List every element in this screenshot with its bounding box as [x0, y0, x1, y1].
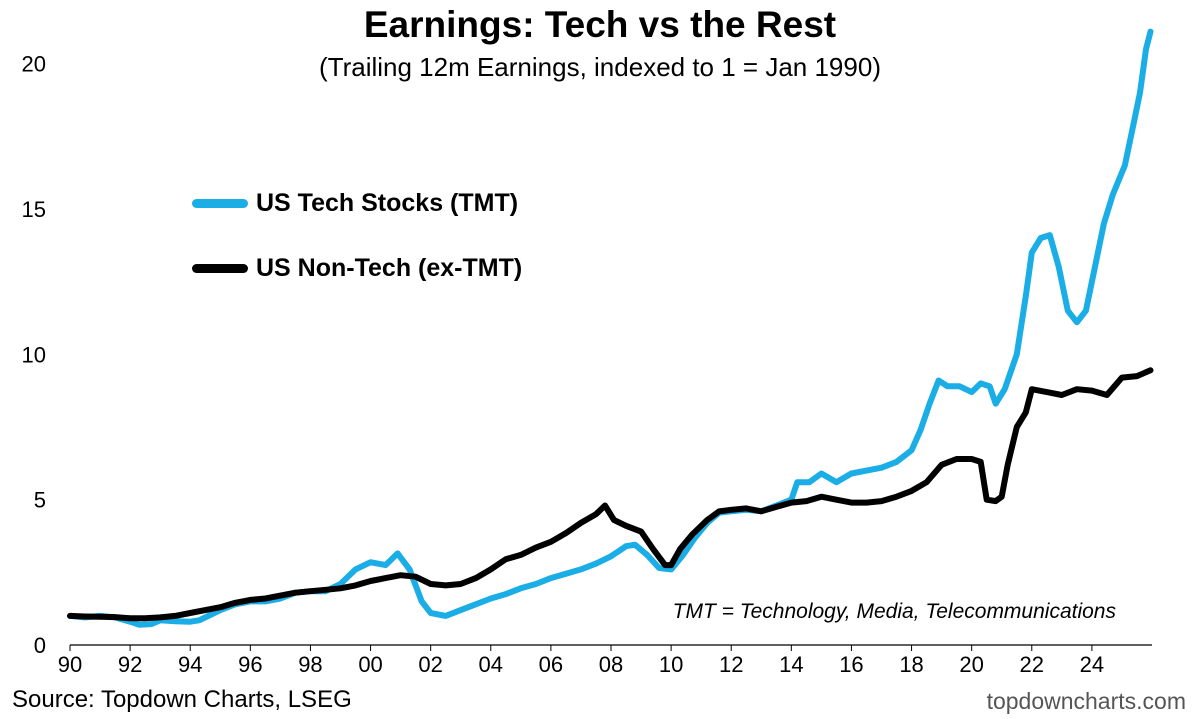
legend-item-tech: US Tech Stocks (TMT): [192, 183, 518, 223]
chart-title: Earnings: Tech vs the Rest: [363, 4, 837, 45]
x-tick-label: 18: [899, 652, 923, 677]
x-tick-label: 08: [599, 652, 623, 677]
chart-lines: [67, 28, 1154, 628]
legend-label-tech: US Tech Stocks (TMT): [256, 188, 519, 217]
x-tick-label: 96: [238, 652, 262, 677]
x-tick-label: 00: [358, 652, 382, 677]
x-tick-label: 94: [178, 652, 202, 677]
y-tick-label: 5: [34, 488, 46, 513]
legend-label-non-tech: US Non-Tech (ex-TMT): [256, 253, 523, 282]
legend-swatch-non-tech: [192, 263, 248, 273]
x-tick-label: 10: [659, 652, 683, 677]
x-tick-label: 04: [479, 652, 503, 677]
y-tick-label: 20: [22, 52, 46, 77]
x-tick-label: 16: [839, 652, 863, 677]
legend-swatch-tech: [192, 198, 248, 208]
x-tick-label: 90: [58, 652, 82, 677]
x-tick-label: 22: [1020, 652, 1044, 677]
chart-subtitle: (Trailing 12m Earnings, indexed to 1 = J…: [319, 52, 881, 82]
x-tick-label: 20: [959, 652, 983, 677]
y-tick-label: 10: [22, 342, 46, 367]
x-tick-label: 24: [1080, 652, 1104, 677]
chart-ticks: 90 92 94 96 98 00 02 04 06 08 10 12 14 16 18 20 22 24 0 5 10…: [22, 52, 1105, 677]
y-tick-label: 15: [22, 197, 46, 222]
x-tick-label: 14: [779, 652, 803, 677]
x-tick-label: 06: [539, 652, 563, 677]
source-note: Source: Topdown Charts, LSEG: [12, 686, 352, 713]
x-tick-label: 98: [298, 652, 322, 677]
chart-annotation: TMT = Technology, Media, Telecommunicati…: [672, 600, 1116, 623]
series-line-non-tech: [67, 367, 1154, 622]
x-tick-label: 02: [418, 652, 442, 677]
brand-credit: topdowncharts.com: [986, 688, 1186, 714]
x-tick-label: 12: [719, 652, 743, 677]
y-tick-label: 0: [34, 633, 46, 658]
series-line-tech: [67, 28, 1154, 628]
legend-item-non-tech: US Non-Tech (ex-TMT): [192, 248, 522, 288]
x-tick-label: 92: [118, 652, 142, 677]
